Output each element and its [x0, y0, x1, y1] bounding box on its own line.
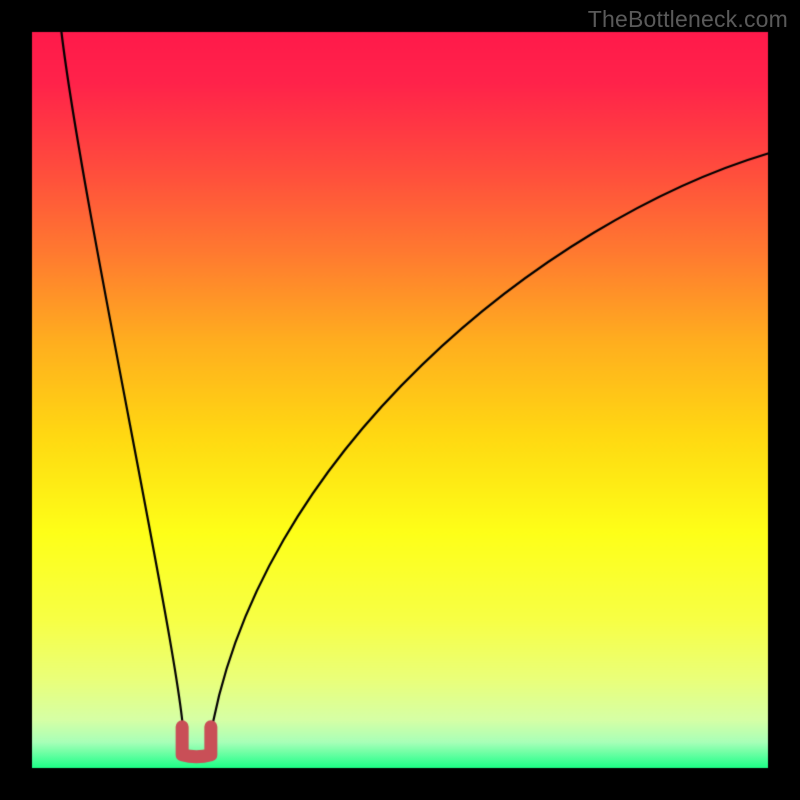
chart-stage: TheBottleneck.com: [0, 0, 800, 800]
watermark-text: TheBottleneck.com: [588, 6, 788, 33]
bottleneck-curve-chart: [0, 0, 800, 800]
